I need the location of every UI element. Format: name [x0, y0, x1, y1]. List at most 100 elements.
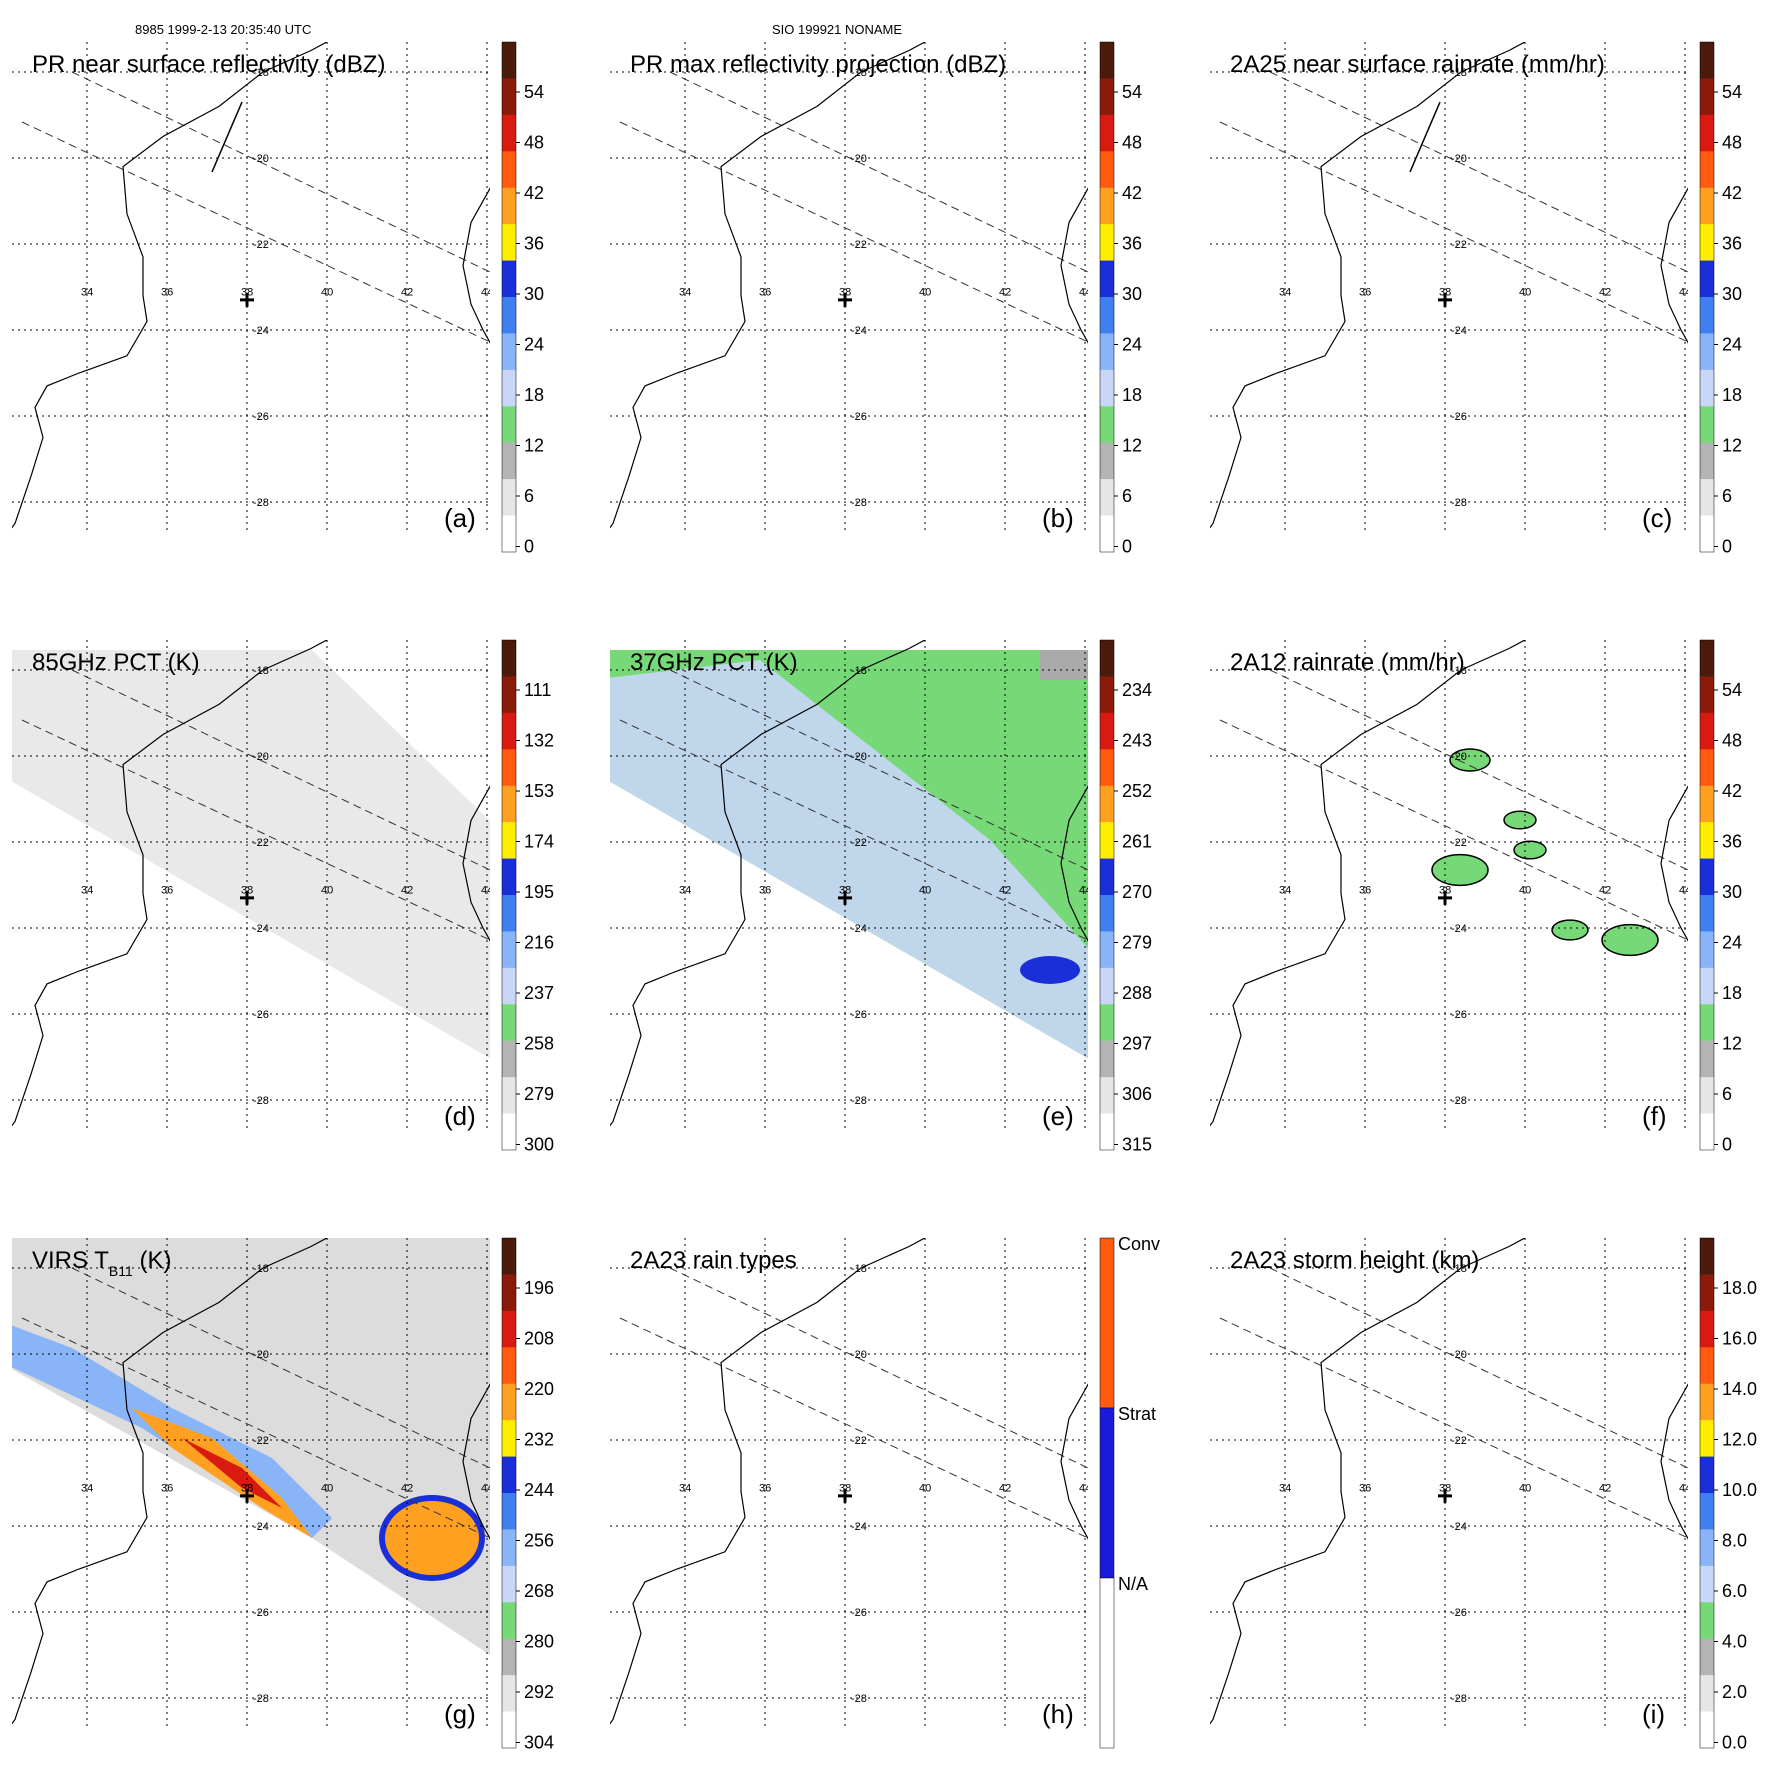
colorbar-frame [1699, 41, 1715, 553]
colorbar-segment [502, 967, 516, 1005]
lat-label: -20 [851, 751, 867, 763]
coastline-africa [610, 1238, 927, 1725]
lon-label: 42 [999, 885, 1011, 897]
colorbar-frame [1699, 1237, 1715, 1749]
colorbar-label: 256 [524, 1531, 554, 1551]
colorbar-segment [502, 78, 516, 116]
lat-label: -18 [253, 1263, 269, 1275]
lon-label: 40 [919, 885, 931, 897]
lon-label: 36 [1359, 1483, 1371, 1495]
colorbar-label: 280 [524, 1632, 554, 1652]
lat-label: -24 [1451, 325, 1467, 337]
lat-label: -26 [1451, 411, 1467, 423]
swath-edge [619, 719, 1088, 941]
colorbar-segment [502, 1347, 516, 1385]
panel-h: 34 36 38 40 42 44 -18 -20 -22 -24 -26 -28 2A23 rain … [610, 1234, 1160, 1749]
colorbar-segment [502, 1004, 516, 1042]
colorbar-label: 4.0 [1722, 1632, 1747, 1652]
swath-edge [1219, 719, 1688, 941]
colorbar-label: Conv [1118, 1234, 1160, 1254]
colorbar-frame [1099, 639, 1115, 1151]
lon-label: 36 [759, 885, 771, 897]
colorbar-label: 12.0 [1722, 1430, 1757, 1450]
coastline-africa [610, 640, 927, 1127]
lon-label: 44 [481, 1483, 493, 1495]
colorbar: 54 48 42 36 30 24 18 12 6 0 [1699, 41, 1742, 557]
colorbar-label: 0 [1722, 1135, 1732, 1155]
colorbar-label: 234 [1122, 680, 1152, 700]
panel-c: 34 36 38 40 42 44 -18 -20 -22 -24 -26 -28 2A25 near … [1210, 41, 1742, 557]
lon-label: 42 [1599, 1483, 1611, 1495]
colorbar-label: 30 [1722, 284, 1742, 304]
lon-label: 36 [1359, 287, 1371, 299]
lon-label: 40 [321, 885, 333, 897]
colorbar-label: 268 [524, 1581, 554, 1601]
swath-edge [1219, 121, 1688, 343]
lon-label: 38 [1439, 885, 1451, 897]
colorbar-segment [1100, 42, 1114, 79]
lon-label: 42 [999, 1483, 1011, 1495]
colorbar-segment [502, 1274, 516, 1312]
colorbar-label: 279 [1122, 933, 1152, 953]
colorbar-segment [1700, 1493, 1714, 1530]
colorbar-label: 42 [524, 183, 544, 203]
lon-label: 44 [481, 885, 493, 897]
lat-label: -18 [1451, 67, 1467, 79]
lat-label: -22 [851, 1435, 867, 1447]
colorbar-segment [1700, 676, 1714, 714]
colorbar-segment [1700, 822, 1714, 860]
lat-label: -20 [1451, 1349, 1467, 1361]
colorbar-segment [1700, 931, 1714, 969]
colorbar-segment [502, 297, 516, 334]
panel-title: PR max reflectivity projection (dBZ) [630, 51, 1006, 78]
colorbar-label: 48 [1722, 731, 1742, 751]
colorbar-segment [1700, 1529, 1714, 1567]
lat-label: -18 [253, 67, 269, 79]
pct85-swath [12, 650, 490, 1059]
lon-label: 40 [1519, 287, 1531, 299]
panel-title-text: 85GHz PCT (K) [32, 649, 200, 676]
colorbar-segment [1700, 785, 1714, 823]
storm-center-marker [240, 890, 254, 905]
lat-label: -26 [851, 1607, 867, 1619]
coastline-africa [1210, 640, 1527, 1127]
colorbar-label: 36 [524, 234, 544, 254]
panel-grid: 34 36 38 40 42 44 -18 -20 -22 -24 -26 -28 PR near su… [12, 41, 1757, 1753]
panel-b: 34 36 38 40 42 44 -18 -20 -22 -24 -26 -28 PR max ref… [610, 41, 1142, 557]
virs-coldest [132, 1408, 312, 1538]
swath-edge [619, 1317, 1088, 1539]
coastline-madagascar [1660, 1383, 1688, 1540]
lat-label: -28 [1451, 1095, 1467, 1107]
colorbar-label: 16.0 [1722, 1329, 1757, 1349]
panel-g: 34 36 38 40 42 44 -18 -20 -22 -24 -26 -28 VIRS TB11 … [12, 1237, 554, 1753]
colorbar-segment [502, 260, 516, 298]
lat-label: -22 [851, 837, 867, 849]
panel-letter: (f) [1642, 1101, 1667, 1131]
colorbar-frame [501, 1237, 517, 1749]
colorbar-segment [502, 1310, 516, 1348]
colorbar-segment [1099, 1577, 1115, 1749]
lon-label: 36 [759, 287, 771, 299]
map-area: 34 36 38 40 42 44 -18 -20 -22 -24 -26 -28 [12, 1238, 493, 1728]
colorbar-label: 36 [1722, 832, 1742, 852]
colorbar-label: 6 [1722, 486, 1732, 506]
colorbar-segment [1100, 967, 1114, 1005]
colorbar-label: 42 [1722, 781, 1742, 801]
panel-title: 2A12 rainrate (mm/hr) [1230, 649, 1465, 676]
colorbar-segment [1700, 1113, 1714, 1151]
colorbar-segment [502, 442, 516, 480]
panel-title-text: PR near surface reflectivity (dBZ) [32, 51, 385, 78]
colorbar-label: 132 [524, 731, 554, 751]
colorbar-label: 196 [524, 1278, 554, 1298]
colorbar-label: 195 [524, 882, 554, 902]
lat-label: -18 [1451, 1263, 1467, 1275]
colorbar-segment [1100, 858, 1114, 896]
colorbar-segment [502, 822, 516, 860]
lat-label: -18 [851, 1263, 867, 1275]
panel-letter: (e) [1042, 1101, 1074, 1131]
lat-label: -24 [253, 1521, 269, 1533]
colorbar: 234 243 252 261 270 279 288 297 306 315 [1099, 639, 1152, 1155]
colorbar-segment [502, 114, 516, 152]
storm-center-marker [1438, 890, 1452, 905]
lat-label: -18 [851, 665, 867, 677]
